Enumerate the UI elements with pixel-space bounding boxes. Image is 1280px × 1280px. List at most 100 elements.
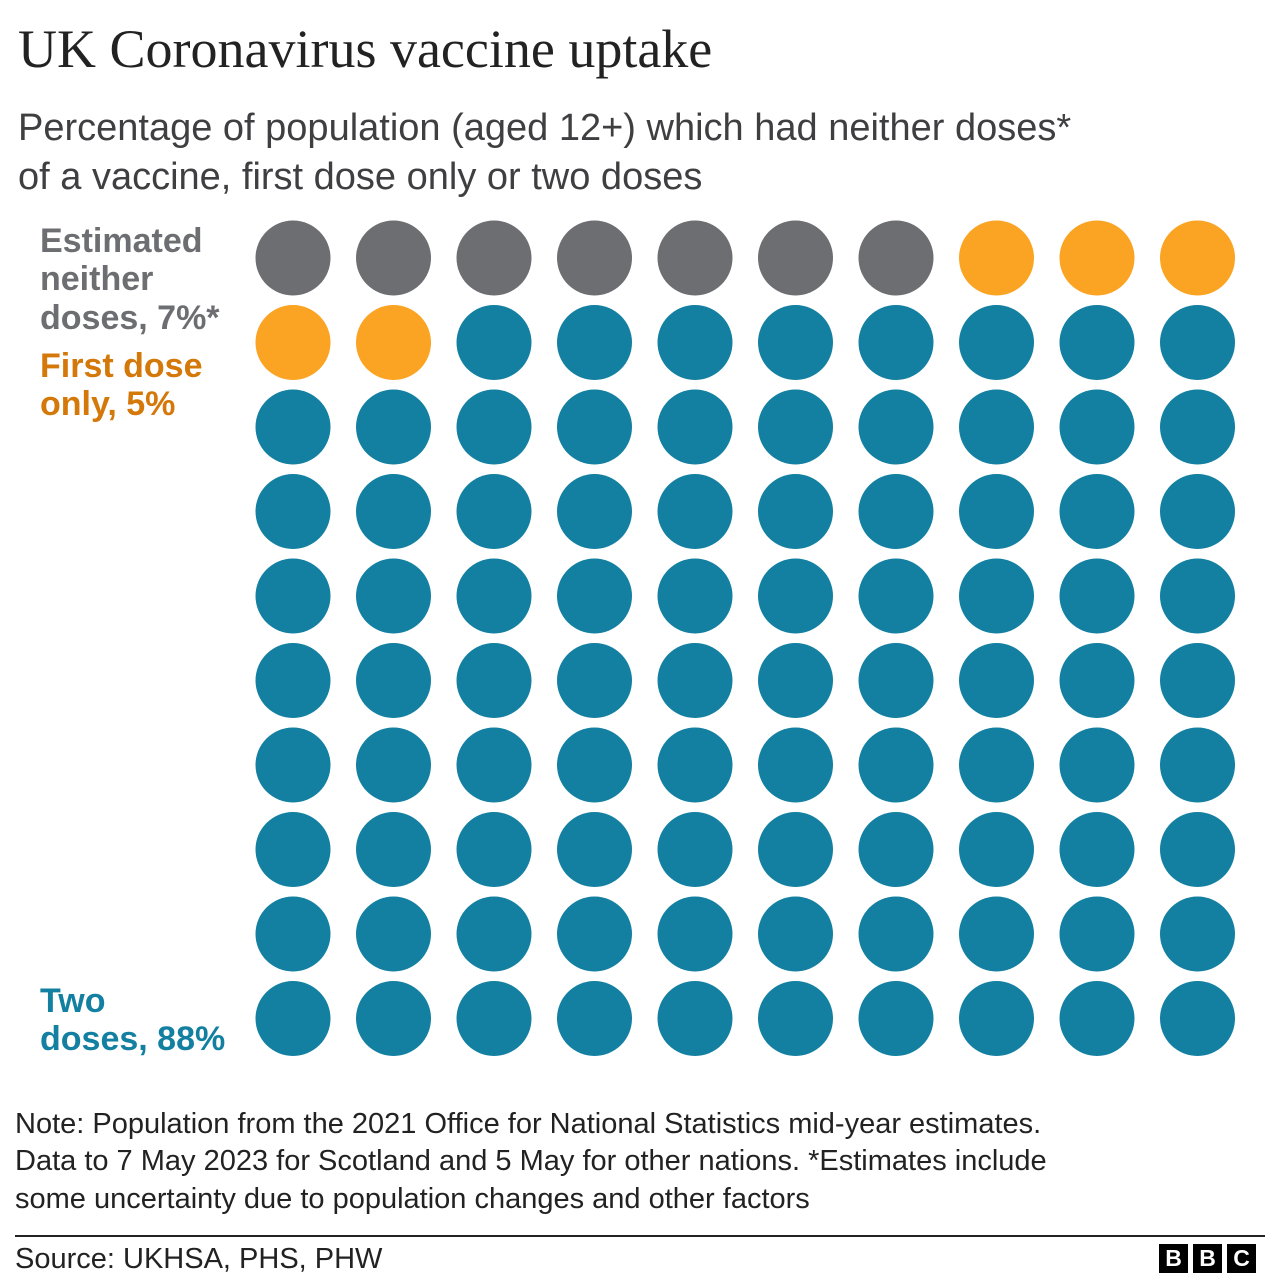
waffle-dot-two-doses <box>758 305 833 380</box>
waffle-dot-two-doses <box>1059 981 1135 1056</box>
bbc-logo: B B C <box>1159 1244 1256 1273</box>
waffle-dot-two-doses <box>255 558 331 634</box>
waffle-dot-two-doses <box>1059 812 1135 887</box>
source-text: Source: UKHSA, PHS, PHW <box>15 1243 383 1275</box>
chart-title: UK Coronavirus vaccine uptake <box>18 19 713 79</box>
waffle-dot-two-doses <box>758 558 833 634</box>
legend-two-line-1: Two <box>40 982 106 1020</box>
waffle-dot-two-doses <box>356 389 431 465</box>
waffle-dot-two-doses <box>255 727 331 803</box>
waffle-dot-estimated-neither-doses <box>255 220 331 296</box>
waffle-dot-two-doses <box>1160 474 1235 549</box>
waffle-dot-two-doses <box>255 981 331 1056</box>
chart-subtitle: Percentage of population (aged 12+) whic… <box>18 104 1280 203</box>
waffle-dot-two-doses <box>959 474 1034 549</box>
waffle-dot-two-doses <box>959 389 1034 465</box>
legend-neither-line-1: Estimated <box>40 222 203 260</box>
waffle-dot-two-doses <box>758 727 833 803</box>
waffle-dot-two-doses <box>657 643 733 718</box>
waffle-dot-two-doses <box>959 981 1034 1056</box>
waffle-dot-two-doses <box>1160 389 1235 465</box>
waffle-dot-two-doses <box>959 643 1034 718</box>
waffle-dot-two-doses <box>356 896 431 972</box>
waffle-dot-two-doses <box>858 643 934 718</box>
waffle-dot-two-doses <box>356 643 431 718</box>
legend-label-neither-doses: Estimated neither doses, 7%* <box>40 222 220 337</box>
waffle-dot-two-doses <box>858 896 934 972</box>
waffle-dot-two-doses <box>557 812 632 887</box>
waffle-dot-estimated-neither-doses <box>858 220 934 296</box>
waffle-dot-two-doses <box>557 981 632 1056</box>
note-line-3: some uncertainty due to population chang… <box>15 1182 810 1215</box>
waffle-dot-two-doses <box>657 812 733 887</box>
chart-note: Note: Population from the 2021 Office fo… <box>15 1106 1265 1218</box>
waffle-dot-two-doses <box>356 981 431 1056</box>
waffle-dot-two-doses <box>1059 389 1135 465</box>
footer-divider <box>15 1235 1265 1237</box>
waffle-dot-two-doses <box>1160 643 1235 718</box>
waffle-dot-two-doses <box>959 305 1034 380</box>
waffle-dot-two-doses <box>858 389 934 465</box>
waffle-dot-two-doses <box>255 474 331 549</box>
waffle-dot-two-doses <box>858 727 934 803</box>
waffle-dot-first-dose-only <box>356 305 431 380</box>
waffle-dot-estimated-neither-doses <box>758 220 833 296</box>
waffle-dot-two-doses <box>758 981 833 1056</box>
waffle-dot-two-doses <box>456 389 532 465</box>
waffle-dot-two-doses <box>557 727 632 803</box>
waffle-dot-two-doses <box>255 643 331 718</box>
legend-neither-line-3: doses, 7%* <box>40 298 220 337</box>
legend-first-line-2: only, 5% <box>40 385 176 424</box>
waffle-dot-two-doses <box>1160 981 1235 1056</box>
waffle-dot-two-doses <box>557 643 632 718</box>
waffle-dot-two-doses <box>657 474 733 549</box>
waffle-dot-two-doses <box>959 558 1034 634</box>
waffle-dot-two-doses <box>456 981 532 1056</box>
waffle-dot-two-doses <box>1059 727 1135 803</box>
note-line-2: Data to 7 May 2023 for Scotland and 5 Ma… <box>15 1145 1047 1178</box>
waffle-dot-two-doses <box>1059 474 1135 549</box>
waffle-dot-two-doses <box>657 389 733 465</box>
waffle-dot-two-doses <box>959 812 1034 887</box>
waffle-dot-first-dose-only <box>1160 220 1235 296</box>
waffle-dot-two-doses <box>255 896 331 972</box>
waffle-dot-two-doses <box>959 896 1034 972</box>
waffle-dot-two-doses <box>858 474 934 549</box>
waffle-dot-two-doses <box>456 305 532 380</box>
waffle-dot-two-doses <box>657 558 733 634</box>
waffle-dot-two-doses <box>758 812 833 887</box>
waffle-dot-two-doses <box>657 981 733 1056</box>
waffle-dot-two-doses <box>657 305 733 380</box>
waffle-dot-two-doses <box>959 727 1034 803</box>
waffle-dot-two-doses <box>557 474 632 549</box>
waffle-dot-two-doses <box>1059 558 1135 634</box>
legend-first-line-1: First dose <box>40 347 203 385</box>
waffle-dot-two-doses <box>1160 896 1235 972</box>
waffle-dot-two-doses <box>356 558 431 634</box>
waffle-dot-two-doses <box>858 812 934 887</box>
waffle-dot-two-doses <box>356 727 431 803</box>
waffle-dot-two-doses <box>356 474 431 549</box>
waffle-dot-two-doses <box>1160 558 1235 634</box>
legend-two-line-2: doses, 88% <box>40 1020 226 1059</box>
waffle-dot-first-dose-only <box>1059 220 1135 296</box>
bbc-logo-letter-2: B <box>1193 1244 1222 1273</box>
subtitle-line-1: Percentage of population (aged 12+) whic… <box>18 107 1072 149</box>
waffle-dot-two-doses <box>1160 812 1235 887</box>
legend-neither-line-2: neither <box>40 260 154 299</box>
waffle-dot-first-dose-only <box>959 220 1034 296</box>
waffle-dot-two-doses <box>758 474 833 549</box>
waffle-dot-two-doses <box>456 474 532 549</box>
waffle-dot-two-doses <box>758 643 833 718</box>
bbc-logo-letter-3: C <box>1227 1244 1256 1273</box>
legend-label-two-doses: Two doses, 88% <box>40 982 225 1059</box>
subtitle-line-2: of a vaccine, first dose only or two dos… <box>18 156 703 199</box>
waffle-dot-two-doses <box>1059 896 1135 972</box>
waffle-dot-two-doses <box>1059 643 1135 718</box>
waffle-dot-estimated-neither-doses <box>657 220 733 296</box>
waffle-dot-two-doses <box>758 389 833 465</box>
waffle-dot-two-doses <box>758 896 833 972</box>
waffle-dot-two-doses <box>456 812 532 887</box>
waffle-dot-two-doses <box>657 727 733 803</box>
waffle-dot-two-doses <box>255 812 331 887</box>
